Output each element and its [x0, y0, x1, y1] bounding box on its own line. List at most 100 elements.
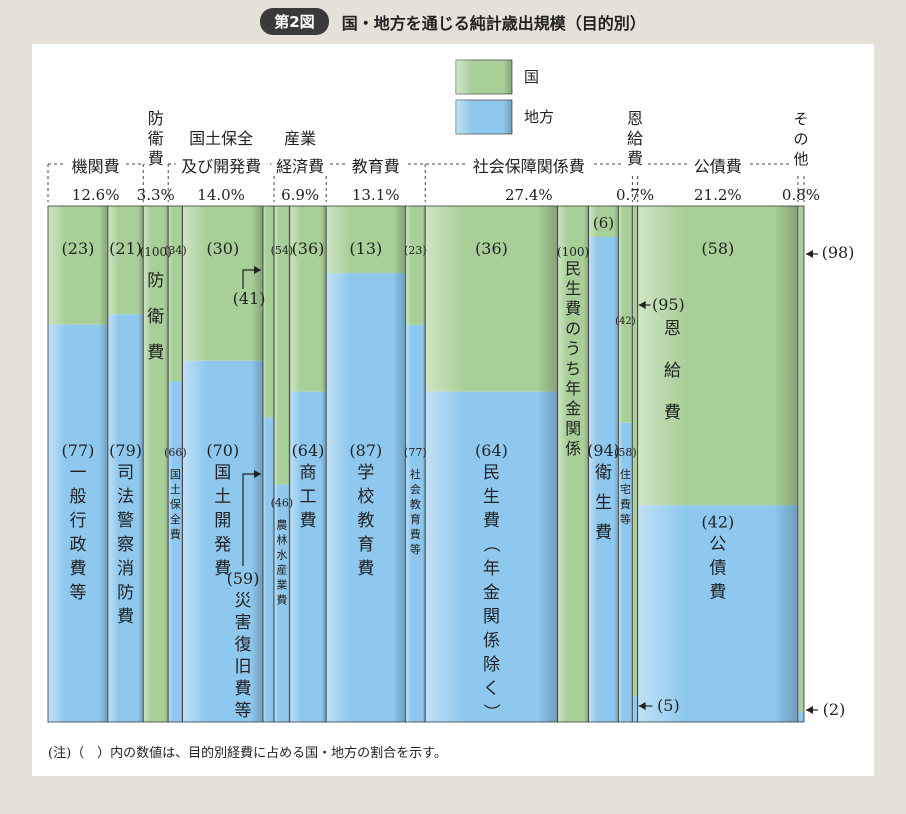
label-name-4-1-char: 会	[410, 483, 421, 496]
group-name-8-char: 他	[793, 150, 808, 168]
arrowhead-disaster-local	[254, 470, 262, 478]
label-name-pension-char: 金	[565, 399, 581, 418]
label-name-5-0-char: く	[483, 679, 500, 699]
label-name-0-0-char: 費	[69, 559, 86, 579]
label-name-5-3-char: 宅	[620, 482, 631, 496]
legend-label-national: 国	[524, 68, 539, 86]
bar-shade-4-1	[405, 206, 426, 722]
label-name-5-0-char: 費	[483, 511, 500, 531]
label-name-4-0-char: 費	[357, 559, 374, 579]
label-name-4-0-char: 校	[357, 487, 374, 507]
label-national-4-1: (23)	[404, 244, 427, 257]
group-name-6: 恩給費	[627, 109, 643, 168]
label-name-0-0-char: 行	[69, 511, 86, 531]
label-local-other: (2)	[823, 700, 846, 719]
label-name-5-0-char: 民	[483, 463, 500, 483]
group-name-bg-0	[66, 157, 126, 175]
label-name-5-0-char: ）	[481, 704, 501, 721]
arrowhead-pension-benefit-local	[638, 702, 646, 710]
label-name-2-0-char: 費	[170, 527, 181, 541]
group-share-7: 21.2%	[694, 186, 742, 204]
label-name-pension-char: う	[565, 339, 581, 358]
group-share-3: 6.9%	[281, 186, 319, 204]
label-name-7-0: 公債費	[709, 534, 726, 602]
label-name-pension-char: 係	[565, 439, 581, 458]
arrowhead-disaster-national	[254, 266, 262, 274]
label-national-pension-benefit: (95)	[652, 295, 685, 314]
label-name-0-1-char: 費	[117, 607, 134, 627]
bar-shade-5-2	[588, 206, 619, 722]
label-name-2-0-char: 国	[170, 468, 181, 481]
group-name-1-char: 衛	[148, 129, 164, 148]
label-name-5-3-char: 費	[620, 497, 631, 511]
label-name-3-0-char: 産	[276, 564, 287, 577]
label-name-disaster-char: 復	[235, 635, 252, 655]
marimekko-chart: 国地方機関費12.6%防衛費3.3%国土保全及び開発費14.0%産業経済費6.9…	[47, 59, 854, 723]
label-national-5-1: (100)	[557, 245, 589, 259]
group-name-6-char: 給	[627, 129, 643, 148]
label-national-0-1: (21)	[109, 239, 142, 258]
label-name-2-0-char: 全	[170, 512, 181, 526]
legend-label-local: 地方	[524, 108, 554, 126]
arrowhead-other-national	[806, 250, 813, 258]
group-name-5: 社会保障関係費	[473, 157, 585, 176]
label-national-5-0: (36)	[475, 239, 508, 258]
label-name-0-1-char: 司	[117, 463, 134, 483]
group-share-6: 0.7%	[616, 186, 654, 204]
group-name-line2-2: 及び開発費	[181, 157, 261, 176]
label-name-5-3-char: 住	[620, 467, 631, 481]
group-name-1-char: 費	[148, 149, 164, 168]
label-local-5-0: (64)	[475, 441, 508, 460]
label-name-pension-benefit-char: 費	[664, 403, 681, 423]
title-text: 国・地方を通じる純計歳出規模（目的別）	[341, 13, 646, 33]
label-name-0-0-char: 一	[69, 463, 86, 483]
label-local-2-1: (70)	[206, 441, 239, 460]
label-name-3-0-char: 農	[276, 518, 287, 532]
label-local-5-3: (58)	[614, 446, 637, 459]
label-name-2-1-char: 発	[214, 535, 231, 555]
label-name-0-0-char: 般	[69, 487, 86, 507]
group-share-1: 3.3%	[137, 186, 175, 204]
label-local-3-0: (46)	[271, 497, 294, 510]
label-name-3-0-char: 林	[276, 533, 287, 547]
group-share-2: 14.0%	[197, 186, 245, 204]
label-local-disaster: (59)	[227, 569, 260, 588]
legend-swatch-national-shade	[456, 60, 512, 94]
group-name-line1-2: 国土保全	[189, 129, 253, 148]
bar-shade-5-0	[425, 206, 558, 722]
label-name-4-1-char: 費	[410, 527, 421, 541]
label-name-5-0-char: 関	[483, 607, 500, 627]
label-name-0-1-char: 法	[117, 487, 134, 507]
label-name-defense-char: 衛	[147, 307, 164, 327]
label-name-5-0-char: 年	[483, 559, 500, 579]
figure-number-badge: 第2図	[260, 8, 329, 35]
label-name-3-0-char: 業	[276, 579, 287, 592]
label-name-0-1-char: 警	[117, 511, 134, 531]
label-local-0-1: (79)	[109, 441, 142, 460]
group-name-0: 機関費	[72, 157, 120, 176]
label-name-4-1-char: 教	[410, 498, 421, 511]
label-name-5-0-char: 生	[483, 487, 500, 507]
group-name-8: その他	[793, 110, 808, 168]
label-name-0-0-char: 等	[69, 583, 86, 603]
label-name-pension-benefit: 恩給費	[664, 319, 681, 423]
group-name-bg-2	[175, 157, 267, 175]
group-share-0: 12.6%	[72, 186, 120, 204]
label-local-2-0: (66)	[164, 446, 187, 459]
label-name-hygiene-char: 費	[595, 523, 612, 543]
label-name-4-1-char: 等	[410, 542, 421, 556]
label-name-5-0-char: 金	[483, 583, 500, 603]
label-local-4-0: (87)	[349, 441, 382, 460]
label-national-2-0: (34)	[164, 244, 187, 257]
label-name-4-0-char: 教	[357, 511, 374, 531]
label-name-3-1-char: 費	[299, 511, 316, 531]
label-name-5-0-char: 係	[483, 631, 500, 651]
arrowhead-other-local	[806, 706, 813, 714]
label-name-pension-char: 年	[565, 379, 581, 398]
label-name-pension-char: ち	[565, 359, 581, 378]
